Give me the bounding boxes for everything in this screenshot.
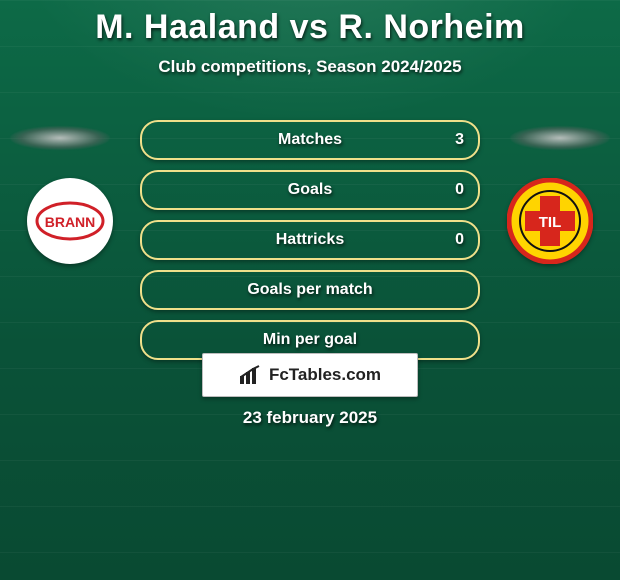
club-badge-left: BRANN bbox=[27, 178, 113, 264]
footer-date: 23 february 2025 bbox=[0, 408, 620, 428]
chart-icon bbox=[239, 365, 263, 385]
player-shadow-right bbox=[510, 126, 610, 150]
row-label: Goals per match bbox=[247, 281, 372, 299]
club-badge-right: TIL bbox=[507, 178, 593, 264]
svg-text:BRANN: BRANN bbox=[45, 214, 96, 230]
player-shadow-left bbox=[10, 126, 110, 150]
row-hattricks: Hattricks 0 bbox=[140, 220, 480, 260]
row-right-value: 0 bbox=[455, 231, 464, 249]
row-label: Hattricks bbox=[276, 231, 344, 249]
row-matches: Matches 3 bbox=[140, 120, 480, 160]
row-goals: Goals 0 bbox=[140, 170, 480, 210]
footer-brand-box: FcTables.com bbox=[202, 353, 418, 397]
footer-brand-text: FcTables.com bbox=[269, 365, 381, 385]
row-right-value: 0 bbox=[455, 181, 464, 199]
row-right-value: 3 bbox=[455, 131, 464, 149]
stats-rows: Matches 3 Goals 0 Hattricks 0 Goals per … bbox=[140, 120, 480, 360]
page-title: M. Haaland vs R. Norheim bbox=[0, 0, 620, 47]
row-label: Matches bbox=[278, 131, 342, 149]
row-label: Goals bbox=[288, 181, 332, 199]
brann-logo-icon: BRANN bbox=[27, 178, 113, 264]
row-label: Min per goal bbox=[263, 331, 357, 349]
page-subtitle: Club competitions, Season 2024/2025 bbox=[0, 57, 620, 77]
til-logo-icon: TIL bbox=[507, 178, 593, 264]
svg-text:TIL: TIL bbox=[539, 214, 562, 231]
row-goals-per-match: Goals per match bbox=[140, 270, 480, 310]
